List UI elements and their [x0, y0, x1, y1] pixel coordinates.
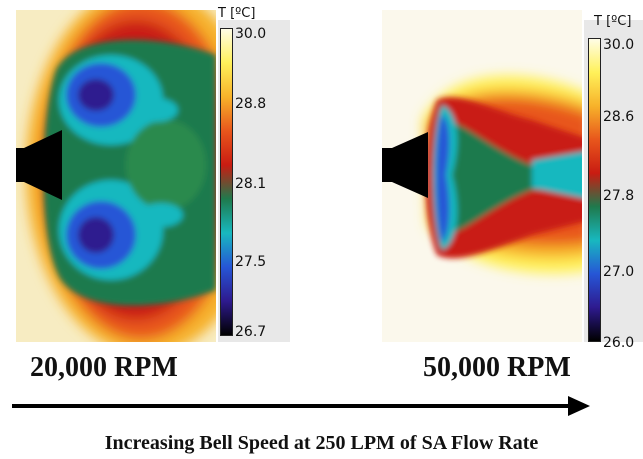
colorbar-tick-label: 27.8 — [603, 188, 635, 204]
colorbar-tick-label: 30.0 — [235, 26, 267, 42]
colorbar-tick-label: 28.6 — [603, 109, 635, 125]
colorbar-left — [220, 28, 233, 336]
thermal-image-50000-rpm — [382, 10, 582, 342]
thermal-image-20000-rpm — [16, 10, 216, 342]
colorbar-tick-label: 27.0 — [603, 264, 635, 280]
rpm-label-left: 20,000 RPM — [30, 352, 178, 383]
colorbar-tick-label: 26.0 — [603, 335, 635, 351]
colorbar-tick-label: 28.8 — [235, 96, 267, 112]
colorbar-tick-label: 27.5 — [235, 254, 267, 270]
increasing-arrow — [12, 396, 590, 416]
colorbar-tick-label: 28.1 — [235, 176, 267, 192]
colorbar-tick-label: 26.7 — [235, 324, 267, 340]
figure-caption: Increasing Bell Speed at 250 LPM of SA F… — [104, 432, 539, 454]
colorbar-right — [588, 38, 601, 342]
colorbar-title-right: T [ºC] — [594, 14, 632, 29]
rpm-label-right: 50,000 RPM — [423, 352, 571, 383]
colorbar-title-left: T [ºC] — [218, 6, 256, 21]
colorbar-tick-label: 30.0 — [603, 37, 635, 53]
